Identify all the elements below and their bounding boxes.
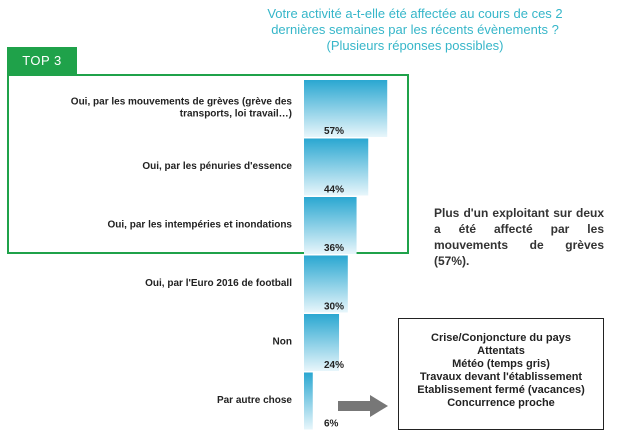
value-label: 30% (324, 302, 344, 313)
arrow-right-icon (338, 395, 388, 417)
category-label: Oui, par les intempéries et inondations (108, 220, 293, 231)
bar (304, 255, 348, 313)
question-title: Votre activité a-t-elle été affectée au … (267, 6, 563, 53)
bar (304, 80, 388, 137)
bar (304, 314, 340, 371)
category-label: Oui, par les pénuries d'essence (142, 161, 292, 172)
value-label: 44% (324, 185, 344, 196)
other-reason-item: Crise/Conjoncture du pays (431, 332, 571, 344)
insight-note: Plus d'un exploitant sur deux a été affe… (434, 206, 604, 268)
other-reason-item: Travaux devant l'établissement (419, 371, 583, 383)
other-reason-item: Météo (temps gris) (452, 358, 550, 370)
bar (304, 197, 357, 254)
category-label: Non (273, 337, 292, 348)
top3-tab: TOP 3 (7, 47, 77, 74)
bar (304, 138, 369, 196)
top3-frame (7, 74, 409, 254)
category-label: Par autre chose (217, 395, 292, 406)
value-label: 36% (324, 243, 344, 254)
other-reason-item: Concurrence proche (447, 397, 555, 409)
bar (304, 372, 313, 430)
other-reasons-box: Crise/Conjoncture du pays Attentats Mété… (398, 318, 604, 430)
other-reason-item: Attentats (477, 345, 525, 357)
category-label: Oui, par les mouvements de grèves (grève… (71, 97, 293, 120)
value-label: 24% (324, 360, 344, 371)
value-label: 6% (324, 419, 339, 430)
other-reason-item: Etablissement fermé (vacances) (417, 384, 585, 396)
category-label: Oui, par l'Euro 2016 de football (145, 278, 292, 289)
value-label: 57% (324, 126, 344, 137)
